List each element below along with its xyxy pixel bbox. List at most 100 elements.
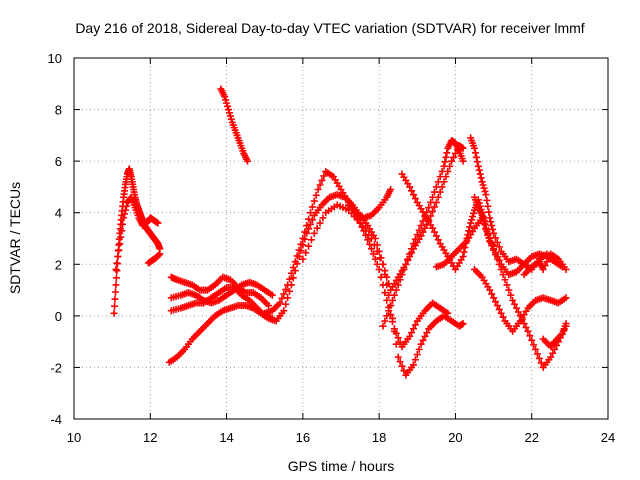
series-seg5: [165, 191, 467, 379]
data-point: [488, 290, 496, 298]
data-point: [432, 183, 440, 191]
y-tick-label: 10: [48, 51, 62, 66]
data-point: [485, 208, 493, 216]
data-point: [112, 274, 120, 282]
data-point: [114, 253, 122, 261]
data-point: [276, 299, 284, 307]
data-point: [459, 253, 467, 261]
data-point: [551, 345, 559, 353]
data-point: [417, 222, 425, 230]
data-point: [522, 323, 530, 331]
data-point: [417, 340, 425, 348]
data-point: [398, 362, 406, 370]
data-point: [265, 302, 273, 310]
data-point: [305, 242, 313, 250]
data-point: [113, 259, 121, 267]
data-point: [473, 158, 481, 166]
data-point: [280, 290, 288, 298]
data-point: [480, 218, 488, 226]
series-seg12: [379, 137, 467, 330]
y-tick-label: 4: [55, 206, 62, 221]
data-point: [404, 255, 412, 263]
data-point: [430, 228, 438, 236]
data-point: [467, 219, 475, 227]
data-point: [499, 313, 507, 321]
data-point: [528, 336, 536, 344]
y-axis-label: SDTVAR / TECUs: [7, 182, 23, 294]
data-point: [411, 356, 419, 364]
plot-frame: [73, 57, 609, 420]
data-point: [409, 191, 417, 199]
data-point: [301, 228, 309, 236]
data-point: [111, 288, 119, 296]
data-point: [429, 193, 437, 201]
data-point: [122, 202, 130, 210]
data-point: [493, 238, 501, 246]
data-point: [118, 227, 126, 235]
data-point: [486, 286, 494, 294]
data-point: [408, 329, 416, 337]
data-point: [356, 219, 364, 227]
data-point: [460, 248, 468, 256]
data-point: [486, 214, 494, 222]
data-point: [489, 241, 497, 249]
data-point: [282, 300, 290, 308]
data-point: [223, 99, 231, 107]
data-point: [121, 210, 129, 218]
data-point: [306, 220, 314, 228]
data-point: [427, 198, 435, 206]
data-point: [299, 235, 307, 242]
data-point: [430, 188, 438, 196]
data-point: [387, 186, 395, 194]
data-point: [320, 172, 328, 180]
data-point: [318, 176, 326, 184]
data-point: [477, 174, 485, 182]
data-point: [359, 223, 367, 231]
data-point: [482, 224, 490, 232]
data-point: [376, 254, 384, 262]
data-point: [299, 255, 307, 263]
data-point: [474, 162, 482, 170]
data-point: [490, 242, 498, 250]
data-point: [470, 209, 478, 217]
data-point: [509, 296, 517, 304]
data-point: [392, 286, 400, 294]
data-point: [111, 295, 119, 303]
data-point: [411, 195, 419, 203]
data-point: [532, 345, 540, 353]
data-point: [408, 187, 416, 195]
data-point: [489, 225, 497, 233]
data-point: [110, 309, 118, 317]
chart-title: Day 216 of 2018, Sidereal Day-to-day VTE…: [75, 20, 584, 36]
x-tick-label: 10: [67, 430, 81, 445]
data-point: [287, 269, 295, 277]
data-point: [469, 213, 477, 221]
data-point: [413, 231, 421, 239]
data-point: [306, 209, 314, 217]
data-point: [390, 325, 398, 333]
data-point: [488, 222, 496, 230]
data-point: [111, 302, 119, 310]
data-point: [368, 235, 376, 242]
series-seg16: [471, 265, 570, 335]
grid: [74, 58, 608, 419]
data-point: [312, 191, 320, 199]
data-point: [316, 181, 324, 189]
data-point: [541, 262, 549, 270]
data-point: [526, 332, 534, 340]
data-point: [512, 304, 520, 312]
data-point: [543, 258, 551, 266]
data-point: [226, 112, 234, 120]
data-point: [421, 332, 429, 340]
data-point: [282, 285, 290, 293]
data-point: [442, 153, 450, 161]
data-point: [425, 204, 433, 212]
data-point: [539, 265, 547, 273]
data-point: [381, 267, 389, 275]
data-point: [524, 327, 532, 335]
data-point: [364, 236, 372, 244]
data-point: [396, 276, 404, 284]
data-point: [490, 229, 498, 237]
data-point: [398, 271, 406, 279]
